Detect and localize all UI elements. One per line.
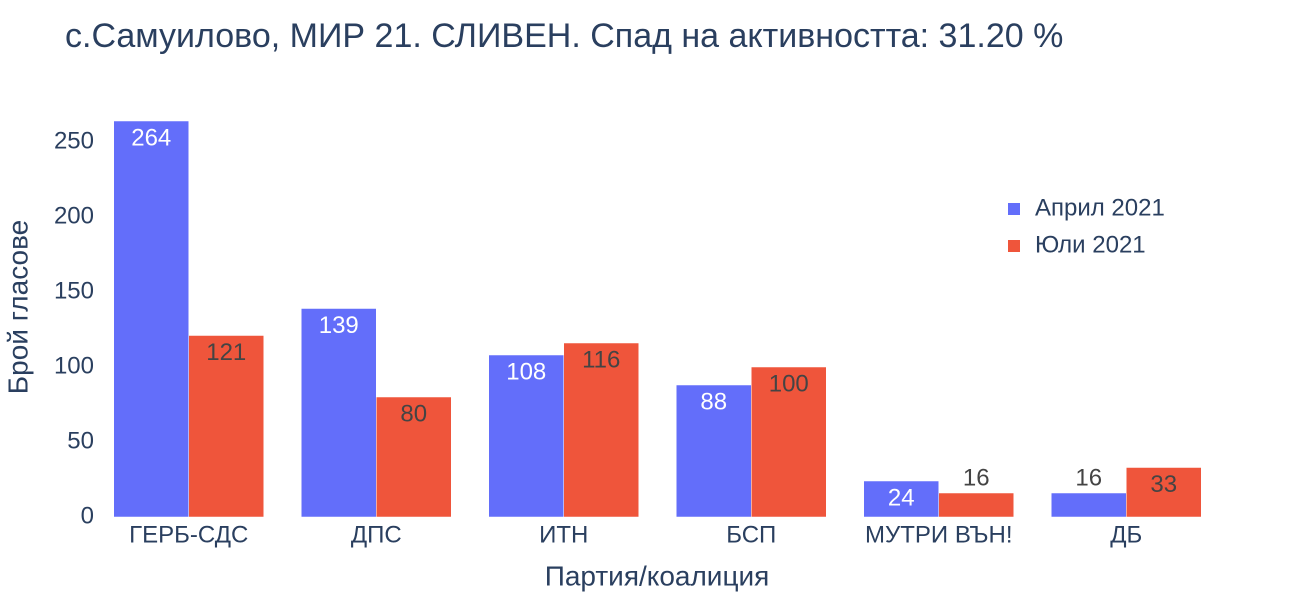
data-label: 108 (506, 358, 546, 385)
data-label: 80 (400, 400, 427, 427)
legend-swatch (1008, 240, 1020, 252)
data-label: 100 (769, 370, 809, 397)
data-label: 121 (206, 339, 246, 366)
bar (301, 308, 377, 518)
data-label: 16 (1075, 464, 1102, 491)
y-tick-label: 200 (54, 202, 94, 229)
data-label: 33 (1150, 471, 1177, 498)
bar (938, 492, 1014, 518)
legend-swatch (1008, 203, 1020, 215)
bar (488, 354, 564, 518)
x-axis-title: Партия/коалиция (545, 560, 770, 591)
bar (751, 366, 827, 518)
bar (563, 342, 639, 518)
x-tick-label: ГЕРБ-СДС (129, 521, 248, 548)
data-label: 139 (319, 312, 359, 339)
y-tick-label: 150 (54, 277, 94, 304)
x-tick-label: ИТН (539, 521, 588, 548)
y-axis-title: Брой гласове (2, 220, 33, 394)
bar (188, 335, 264, 518)
bar (676, 384, 752, 518)
data-label: 264 (131, 124, 171, 151)
bar (113, 120, 189, 518)
legend-label: Юли 2021 (1035, 231, 1146, 258)
legend-label: Април 2021 (1035, 194, 1165, 221)
data-label: 16 (963, 464, 990, 491)
y-tick-label: 100 (54, 352, 94, 379)
y-tick-label: 250 (54, 127, 94, 154)
y-tick-label: 50 (67, 427, 94, 454)
data-label: 24 (888, 484, 915, 511)
bar (1051, 492, 1127, 518)
data-label: 88 (700, 388, 727, 415)
bar (1126, 467, 1202, 518)
x-tick-label: ДБ (1110, 521, 1142, 548)
bar (863, 480, 939, 518)
x-tick-label: БСП (726, 521, 776, 548)
y-tick-label: 0 (81, 502, 94, 529)
x-tick-label: МУТРИ ВЪН! (865, 521, 1012, 548)
x-tick-label: ДПС (351, 521, 402, 548)
data-label: 116 (582, 346, 620, 373)
bar (376, 396, 452, 518)
chart-title: с.Самуилово, МИР 21. СЛИВЕН. Спад на акт… (65, 17, 1063, 55)
